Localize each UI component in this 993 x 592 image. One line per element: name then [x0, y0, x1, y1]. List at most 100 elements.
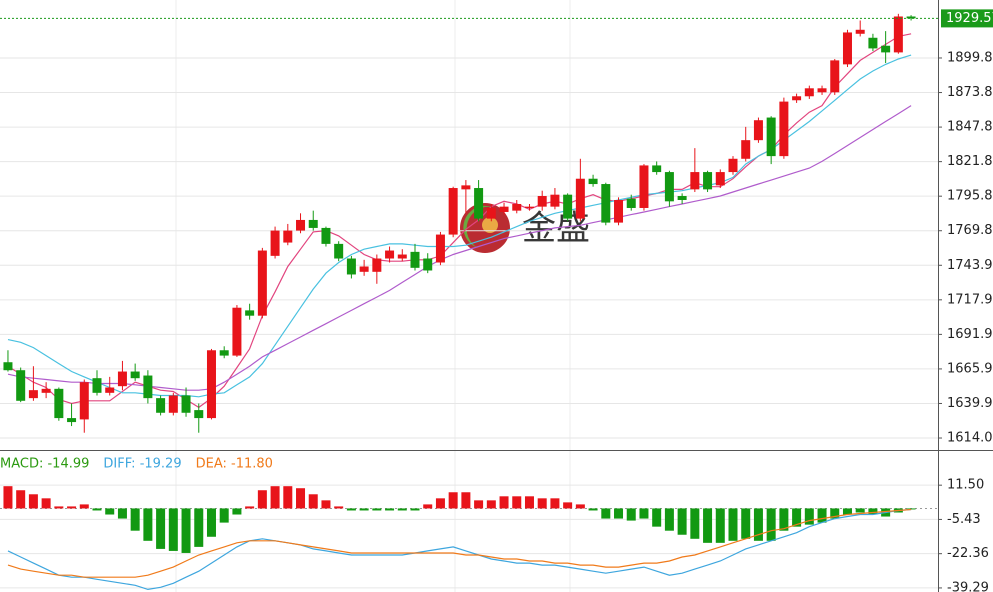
indicator-label: MACD: -14.99 — [0, 457, 89, 472]
y-tick-label: 1717.93 — [947, 292, 993, 307]
y-tick-label: 1691.95 — [947, 327, 993, 342]
candle-body — [79, 382, 89, 420]
macd-bar — [92, 508, 102, 511]
macd-bar — [54, 506, 64, 509]
macd-bar — [435, 498, 445, 509]
y-tick-label: -5.43 — [947, 512, 981, 527]
candle-body — [461, 185, 471, 190]
macd-bar — [728, 508, 738, 541]
macd-bar — [703, 508, 713, 543]
macd-bar — [766, 508, 776, 541]
candle-body — [54, 388, 64, 419]
candle-body — [397, 254, 407, 259]
candle-body — [181, 395, 191, 413]
macd-bar — [524, 496, 534, 509]
macd-bar — [28, 494, 38, 509]
macd-bar — [537, 498, 547, 509]
macd-bar — [855, 508, 865, 513]
candle-body — [792, 96, 802, 101]
candle-body — [614, 200, 624, 223]
candle-body — [423, 258, 433, 271]
candle-body — [868, 37, 878, 49]
y-tick-label: 1743.91 — [947, 258, 993, 273]
macd-bar — [626, 508, 636, 521]
macd-bar — [194, 508, 204, 547]
candle-body — [728, 158, 738, 173]
macd-bar — [804, 508, 814, 525]
candle-body — [906, 16, 916, 19]
macd-bar — [321, 500, 331, 509]
candle-body — [741, 140, 751, 159]
candle-body — [334, 243, 344, 259]
candle-body — [524, 206, 534, 208]
candle-body — [67, 418, 77, 423]
candle-body — [41, 388, 51, 393]
macd-bar — [245, 506, 255, 509]
macd-bar — [410, 508, 420, 511]
last-price-label: 1929.57 — [946, 11, 993, 26]
candle-body — [206, 350, 216, 419]
macd-bar — [359, 508, 369, 511]
macd-bar — [168, 508, 178, 551]
candle-body — [703, 172, 713, 190]
candle-body — [512, 203, 522, 211]
y-tick-label: 1899.80 — [947, 50, 993, 65]
macd-bar — [143, 508, 153, 541]
candle-body — [626, 198, 636, 208]
candle-body — [385, 250, 395, 259]
macd-bar — [563, 502, 573, 509]
macd-bar — [474, 500, 484, 509]
indicator-label: DEA: -11.80 — [196, 457, 273, 472]
macd-bar — [296, 488, 306, 509]
macd-bar — [232, 508, 242, 515]
macd-bar — [105, 508, 115, 515]
macd-bar — [79, 504, 89, 509]
y-tick-label: 1847.83 — [947, 120, 993, 135]
candle-body — [308, 219, 318, 228]
macd-bar — [512, 496, 522, 509]
macd-bar — [906, 508, 916, 510]
candle-body — [283, 230, 293, 243]
candle-body — [435, 234, 445, 263]
macd-bar — [372, 508, 382, 511]
candle-body — [3, 362, 13, 371]
macd-bar — [257, 490, 267, 509]
candle-body — [257, 250, 267, 316]
macd-bar — [830, 508, 840, 519]
macd-bar — [639, 508, 649, 519]
candle-body — [448, 188, 458, 235]
last-price-box — [941, 9, 993, 28]
macd-bar — [16, 490, 26, 509]
candle-body — [270, 230, 280, 256]
macd-bar — [41, 498, 51, 509]
macd-bar — [461, 492, 471, 509]
candle-body — [359, 266, 369, 272]
candle-body — [372, 258, 382, 272]
macd-bar — [397, 508, 407, 511]
candle-body — [194, 410, 204, 419]
candle-body — [550, 194, 560, 207]
macd-bar — [664, 508, 674, 531]
candle-body — [16, 370, 26, 401]
candle-body — [639, 165, 649, 208]
candle-body — [92, 378, 102, 393]
candle-body — [804, 88, 814, 97]
candle-body — [28, 390, 38, 399]
candle-body — [410, 251, 420, 268]
macd-bar — [423, 504, 433, 509]
logo-dot — [482, 217, 498, 233]
line — [7, 33, 912, 409]
macd-bar — [181, 508, 191, 553]
candle-body — [779, 101, 789, 157]
candle-body — [575, 178, 585, 219]
candle-body — [537, 196, 547, 207]
macd-bar — [601, 508, 611, 519]
macd-bar — [308, 494, 318, 509]
candle-body — [753, 120, 763, 141]
macd-bar — [448, 492, 458, 509]
candle-body — [321, 227, 331, 244]
candle-body — [117, 371, 127, 387]
candle-body — [563, 194, 573, 219]
macd-bar — [550, 498, 560, 509]
